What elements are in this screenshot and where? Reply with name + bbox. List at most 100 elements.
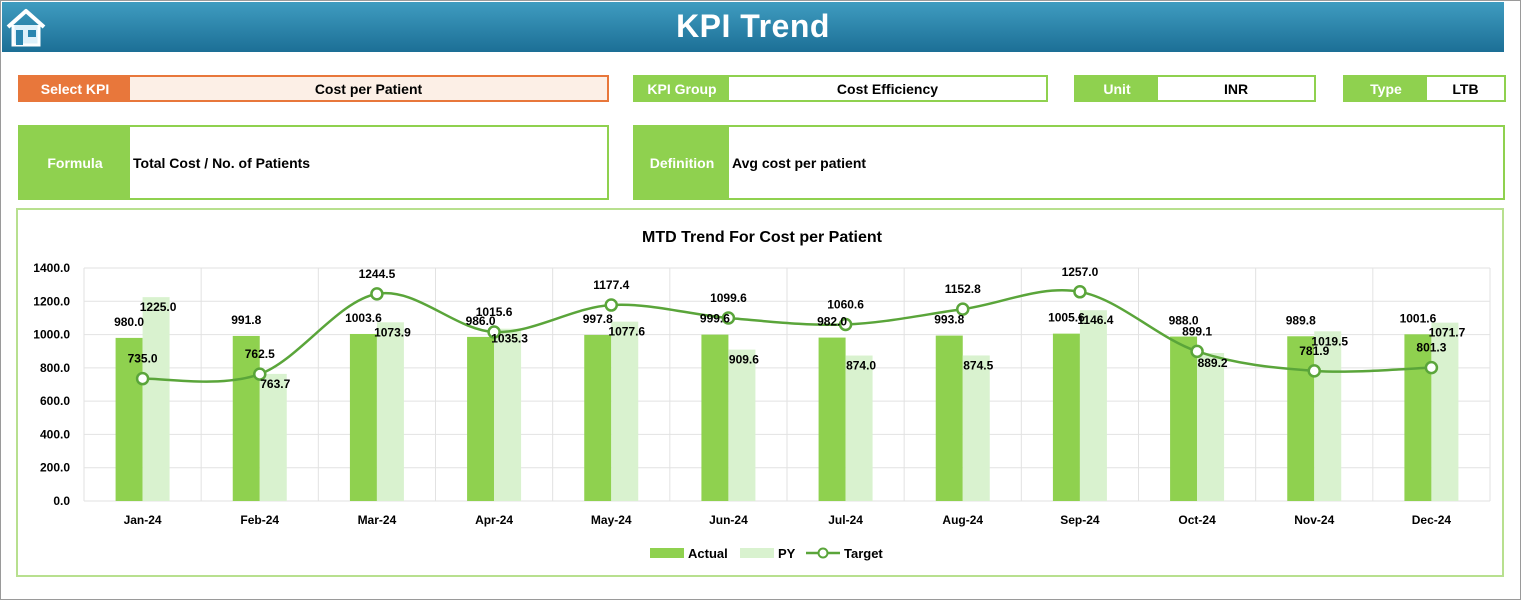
py-data-label: 1071.7 (1429, 326, 1466, 340)
type-field: Type LTB (1343, 75, 1506, 102)
py-data-label: 874.5 (963, 358, 993, 372)
definition-label: Definition (635, 127, 729, 198)
y-tick-label: 1000.0 (33, 328, 70, 342)
target-marker (1190, 344, 1204, 359)
target-data-label: 762.5 (245, 347, 275, 361)
target-marker (1307, 364, 1321, 378)
py-bar (728, 349, 756, 501)
actual-data-label: 989.8 (1286, 313, 1316, 327)
actual-bar (818, 337, 846, 501)
type-label: Type (1345, 77, 1427, 100)
y-tick-label: 1200.0 (33, 294, 70, 308)
kpi-group-value: Cost Efficiency (729, 77, 1046, 100)
py-data-label: 889.2 (1198, 356, 1228, 370)
unit-field: Unit INR (1074, 75, 1316, 102)
actual-data-label: 988.0 (1169, 314, 1199, 328)
target-marker (838, 317, 853, 332)
x-tick-label: Mar-24 (358, 513, 397, 527)
select-kpi-label: Select KPI (20, 77, 130, 100)
actual-data-label: 999.6 (700, 312, 730, 326)
chart-title: MTD Trend For Cost per Patient (642, 229, 883, 246)
x-tick-label: Oct-24 (1178, 513, 1216, 527)
y-tick-label: 800.0 (40, 361, 70, 375)
y-tick-label: 0.0 (53, 494, 70, 508)
actual-data-label: 997.8 (583, 312, 613, 326)
py-data-label: 1077.6 (608, 325, 645, 339)
unit-value: INR (1158, 77, 1314, 100)
py-bar (1314, 331, 1342, 501)
py-bar (142, 297, 170, 501)
py-data-label: 763.7 (260, 377, 290, 391)
x-tick-label: Jul-24 (828, 513, 863, 527)
legend-target-label: Target (844, 546, 883, 561)
actual-bar (1170, 336, 1198, 501)
target-marker (604, 298, 618, 312)
formula-label: Formula (20, 127, 130, 198)
target-marker (721, 311, 736, 325)
definition-value: Avg cost per patient (729, 127, 1503, 198)
py-bar (494, 328, 522, 501)
x-tick-label: Jun-24 (709, 513, 748, 527)
target-marker (487, 325, 501, 339)
target-data-label: 899.1 (1182, 324, 1212, 338)
target-marker (135, 371, 150, 386)
y-tick-label: 400.0 (40, 427, 70, 441)
py-data-label: 1225.0 (140, 300, 177, 314)
py-bar (1197, 353, 1225, 501)
target-data-label: 1099.6 (710, 291, 747, 305)
legend-target-marker (817, 547, 829, 559)
target-marker (370, 287, 384, 301)
py-bar (376, 322, 404, 501)
actual-data-label: 1003.6 (345, 311, 382, 325)
x-tick-label: Feb-24 (240, 513, 279, 527)
unit-label: Unit (1076, 77, 1158, 100)
chart-panel: MTD Trend For Cost per Patient 980.0 991.… (16, 208, 1504, 577)
chart-legend: Actual PY Target (650, 546, 883, 561)
target-marker (1073, 285, 1087, 299)
formula-field: Formula Total Cost / No. of Patients (18, 125, 609, 200)
py-bar (259, 373, 287, 501)
target-data-label: 735.0 (128, 352, 158, 366)
actual-data-label: 980.0 (114, 315, 144, 329)
actual-bar (115, 337, 143, 501)
actual-bar (935, 335, 963, 501)
target-data-label: 781.9 (1299, 344, 1329, 358)
actual-bar (349, 333, 377, 501)
actual-bar (467, 336, 495, 501)
x-tick-label: Apr-24 (475, 513, 513, 527)
target-marker (253, 367, 267, 381)
legend-py-swatch (740, 548, 774, 558)
y-tick-label: 600.0 (40, 394, 70, 408)
legend-actual-swatch (650, 548, 684, 558)
target-data-label: 1152.8 (945, 282, 981, 296)
type-value: LTB (1427, 77, 1504, 100)
target-marker (1424, 360, 1439, 375)
y-tick-label: 200.0 (40, 461, 70, 475)
py-bar (1431, 322, 1459, 501)
py-bar (962, 355, 990, 501)
x-tick-label: Nov-24 (1294, 513, 1334, 527)
actual-bar (232, 335, 260, 501)
legend-py-label: PY (778, 546, 796, 561)
x-tick-label: Aug-24 (942, 513, 983, 527)
py-bar (1079, 310, 1107, 501)
py-data-label: 1035.3 (491, 332, 528, 346)
actual-data-label: 1005.6 (1048, 311, 1085, 325)
py-data-label: 909.6 (729, 353, 759, 367)
x-tick-label: May-24 (591, 513, 632, 527)
py-data-label: 1019.5 (1311, 334, 1348, 348)
kpi-group-field: KPI Group Cost Efficiency (633, 75, 1048, 102)
x-tick-label: Sep-24 (1060, 513, 1100, 527)
select-kpi-dropdown[interactable]: Cost per Patient (130, 77, 607, 100)
target-data-label: 1244.5 (359, 267, 396, 281)
actual-bar (701, 334, 729, 501)
target-data-label: 1060.6 (827, 297, 864, 311)
legend-actual-label: Actual (688, 546, 728, 561)
target-data-label: 1177.4 (593, 278, 629, 292)
actual-data-label: 991.8 (231, 313, 261, 327)
target-data-label: 801.3 (1416, 341, 1446, 355)
actual-data-label: 993.8 (934, 313, 964, 327)
home-icon[interactable] (4, 6, 48, 48)
py-bar (845, 355, 873, 501)
page-title: KPI Trend (676, 8, 830, 44)
